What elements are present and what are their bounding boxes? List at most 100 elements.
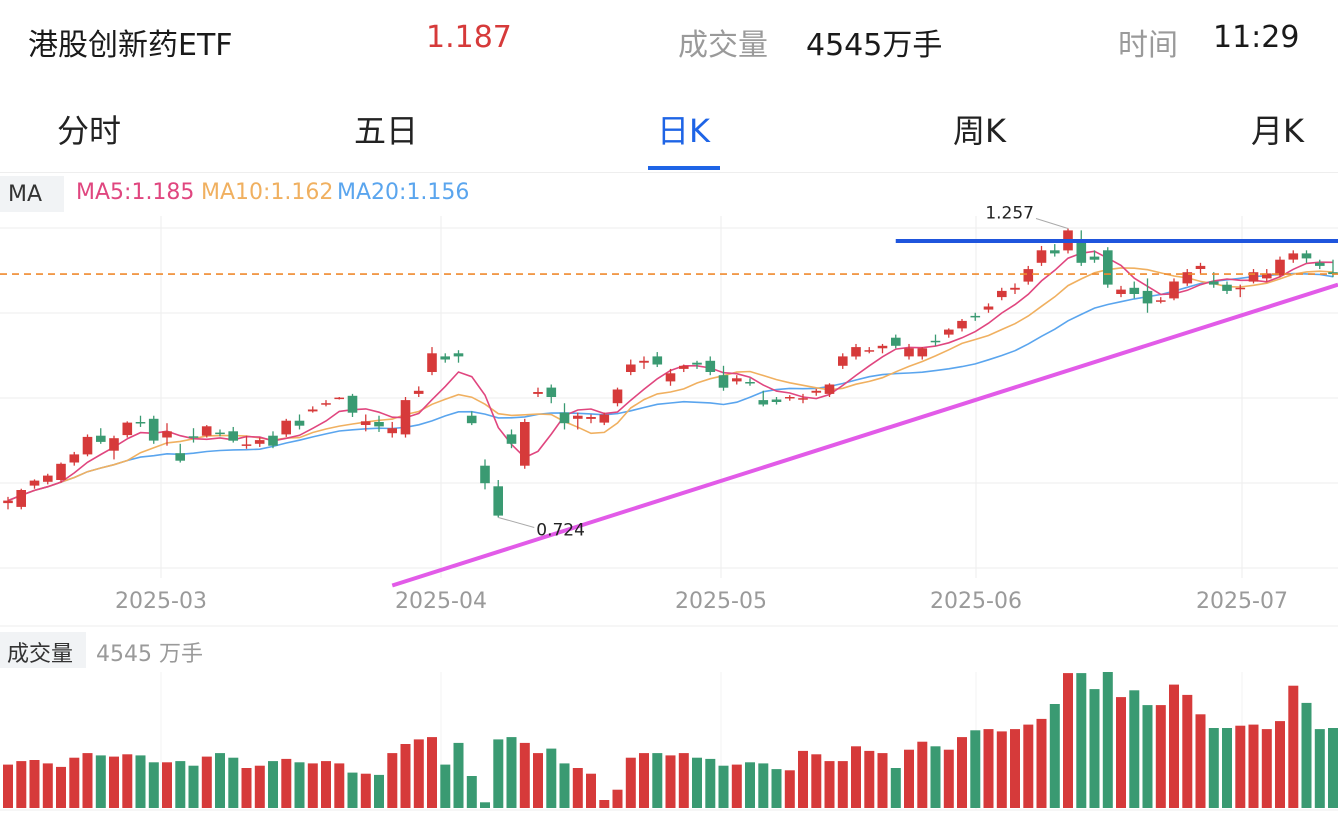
ma-indicator-selector[interactable]: MA [0, 176, 64, 212]
volume-bar [148, 762, 159, 808]
volume-bar [294, 762, 305, 808]
volume-indicator-selector[interactable]: 成交量 [0, 632, 86, 668]
tab-daily-k[interactable]: 日K [657, 112, 710, 150]
candle [811, 388, 822, 396]
candle [930, 334, 941, 346]
candle-body [612, 389, 623, 404]
candle [586, 414, 596, 424]
tab-monthly-k[interactable]: 月K [1251, 112, 1304, 150]
candle [864, 347, 875, 354]
volume-bar [1275, 721, 1285, 808]
candle [573, 412, 583, 430]
volume-bar [705, 758, 716, 808]
candle [1023, 265, 1034, 285]
candle [944, 328, 954, 338]
candle-body [665, 373, 676, 382]
volume-bar [95, 755, 106, 808]
candle-body [705, 360, 716, 372]
high-leader [1035, 218, 1069, 229]
candle [904, 343, 914, 360]
candle-body [798, 398, 808, 400]
candle-body [1129, 287, 1140, 294]
candle-body [374, 422, 384, 427]
volume-bar [533, 753, 543, 808]
candle-body [268, 435, 278, 446]
candle-body [1182, 272, 1193, 284]
candle [188, 428, 199, 443]
tab-weekly-k[interactable]: 周K [953, 112, 1006, 150]
candle-body [983, 306, 994, 310]
candle [1010, 283, 1020, 295]
tab-five-day[interactable]: 五日 [354, 112, 419, 150]
candle-body [347, 395, 358, 413]
candle [307, 406, 318, 413]
candle-body [56, 463, 66, 480]
candle [1129, 281, 1140, 299]
volume-bar [1235, 725, 1246, 808]
candle-body [917, 348, 928, 357]
candle-body [321, 403, 331, 405]
x-tick-label: 2025-06 [930, 589, 1022, 614]
candle-body [944, 329, 954, 335]
volume-bar [1023, 724, 1034, 808]
candle-body [1142, 290, 1153, 304]
volume-bar [930, 746, 941, 808]
active-tab-indicator [648, 166, 720, 170]
candle [3, 496, 13, 510]
candle [16, 488, 26, 510]
candle-body [824, 384, 835, 394]
candle-body [1328, 272, 1338, 275]
candle-body [930, 340, 941, 343]
candle-body [957, 320, 967, 329]
volume-bar [519, 742, 530, 808]
candle-body [904, 348, 914, 357]
volume-bar [1301, 702, 1312, 808]
volume-bar [943, 749, 954, 808]
candle [148, 415, 159, 444]
candle [718, 365, 729, 391]
candle-body [599, 414, 610, 423]
volume-bar [811, 754, 822, 808]
tab-intraday[interactable]: 分时 [57, 112, 122, 150]
candle [228, 426, 238, 443]
candle-body [1235, 287, 1246, 290]
x-tick-label: 2025-05 [675, 589, 767, 614]
volume-bar [307, 763, 318, 808]
high-price-label: 1.257 [985, 203, 1034, 223]
volume-panel-value: 4545 万手 [96, 642, 203, 667]
candle-body [29, 480, 40, 486]
volume-bar [360, 773, 371, 808]
volume-bar [639, 753, 649, 808]
volume-bar [1222, 728, 1232, 808]
candle-body [718, 375, 729, 388]
candle [798, 393, 808, 404]
candle [1103, 247, 1113, 288]
candle-body [864, 350, 875, 352]
candle-body [188, 436, 199, 438]
volume-bar [400, 744, 411, 808]
candle [453, 350, 464, 363]
volume-bar [1208, 728, 1219, 808]
volume-bar [453, 742, 464, 808]
volume-bar [228, 757, 239, 808]
candle-body [148, 418, 159, 441]
candle [122, 421, 133, 438]
candle [838, 353, 848, 369]
candle-body [732, 378, 742, 382]
volume-bar [493, 739, 504, 808]
candle [970, 312, 981, 321]
volume-bar [1089, 689, 1100, 808]
candle [983, 303, 994, 313]
candle [1235, 284, 1246, 298]
candle-body [281, 420, 291, 435]
candle [1315, 259, 1325, 270]
candle-body [43, 475, 53, 482]
candle [891, 334, 901, 349]
candle [29, 479, 40, 489]
volume-bar [347, 772, 358, 808]
volume-bar [1169, 684, 1179, 808]
candle-body [639, 360, 649, 363]
volume-bar [745, 762, 755, 808]
candle [400, 397, 411, 438]
